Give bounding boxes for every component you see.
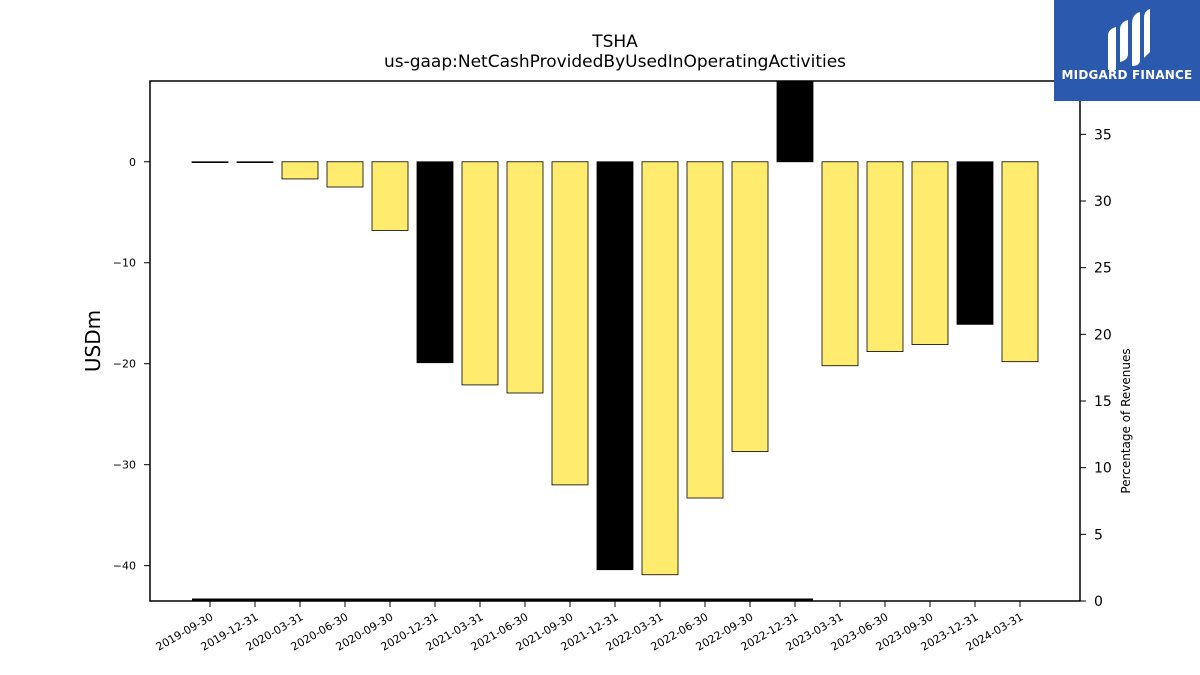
y-axis-label: USDm (81, 310, 105, 372)
y-tick-label: −30 (113, 459, 136, 472)
y-right-tick-label: 25 (1094, 261, 1112, 277)
bar-2020-06-30 (326, 161, 364, 188)
y-right-tick-label: 20 (1094, 327, 1112, 343)
bar-2021-12-31 (596, 161, 634, 571)
y-tick-label: −10 (113, 257, 136, 270)
y-right-tick-label: 15 (1094, 394, 1112, 410)
y-right-tick-label: 10 (1094, 461, 1112, 477)
bar-2022-06-30 (686, 161, 724, 499)
bar-2019-12-31 (236, 161, 274, 163)
bar-2021-03-31 (461, 161, 499, 386)
midgard-logo-icon (1108, 9, 1150, 70)
chart-title: TSHA (592, 32, 638, 52)
bar-2023-12-31 (956, 161, 994, 325)
bar-2020-03-31 (281, 161, 319, 180)
y-axis-right-label: Percentage of Revenues (1119, 348, 1133, 493)
bar-2020-12-31 (416, 161, 454, 364)
bar-2023-09-30 (911, 161, 949, 345)
y-tick-label: 0 (129, 156, 136, 169)
bar-2019-09-30 (191, 161, 229, 163)
chart-subtitle: us-gaap:NetCashProvidedByUsedInOperating… (383, 52, 847, 72)
y-right-tick-label: 0 (1094, 594, 1103, 610)
bar-2023-06-30 (866, 161, 904, 353)
y-right-tick-label: 35 (1094, 127, 1112, 143)
y-tick-label: −40 (113, 560, 136, 573)
bar-2022-12-31 (776, 81, 814, 163)
y-tick-label: −20 (113, 358, 136, 371)
midgard-finance-logo: MIDGARD FINANCE (1054, 0, 1200, 101)
bar-2020-09-30 (371, 161, 409, 231)
bar-2022-09-30 (731, 161, 769, 452)
logo-text: MIDGARD FINANCE (1061, 68, 1193, 82)
y-right-tick-label: 5 (1094, 527, 1103, 543)
bar-2023-03-31 (821, 161, 859, 367)
y-right-tick-label: 30 (1094, 194, 1112, 210)
bar-2022-03-31 (641, 161, 679, 576)
bar-2024-03-31 (1001, 161, 1039, 363)
bar-2021-06-30 (506, 161, 544, 394)
bar-2021-09-30 (551, 161, 589, 486)
